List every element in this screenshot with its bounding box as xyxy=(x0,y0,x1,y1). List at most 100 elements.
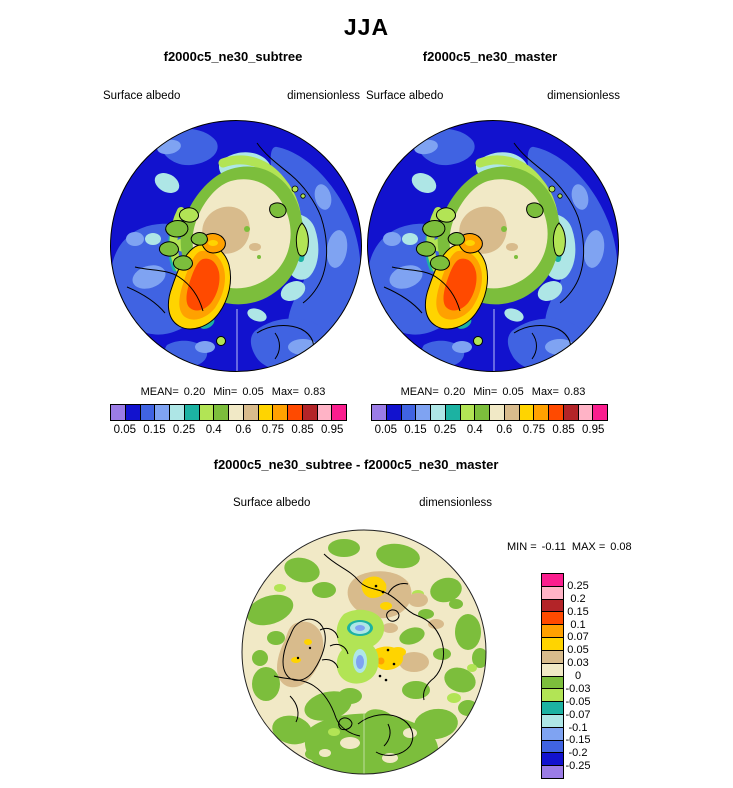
colorbar-cell xyxy=(317,405,333,420)
diff-colorbar-tick-label: -0.15 xyxy=(565,734,591,747)
colorbar-cell xyxy=(542,714,563,728)
subtree-colorbar xyxy=(110,404,347,421)
diff-colorbar-tick-label: -0.07 xyxy=(565,708,591,721)
colorbar-cell xyxy=(125,405,141,420)
colorbar-cell xyxy=(372,405,387,420)
colorbar-cell xyxy=(170,405,185,420)
subtree-colorbar-ticks: 0.05 0.15 0.25 0.4 0.6 0.75 0.85 0.95 xyxy=(110,424,347,438)
diff-colorbar-tick-label: -0.25 xyxy=(565,760,591,773)
colorbar-cell xyxy=(542,740,563,754)
difference-map xyxy=(241,529,487,775)
diff-colorbar-tick-label: 0.07 xyxy=(567,631,589,644)
colorbar-tick-label: 0.05 xyxy=(113,424,137,436)
page-title: JJA xyxy=(343,14,390,40)
colorbar-tick-label: 0.25 xyxy=(433,424,457,436)
colorbar-cell xyxy=(542,676,563,690)
colorbar-cell xyxy=(111,405,126,420)
units-label: dimensionless xyxy=(287,90,360,102)
min-value: -0.11 xyxy=(541,541,566,553)
variable-label: Surface albedo xyxy=(103,90,181,102)
colorbar-cell xyxy=(578,405,594,420)
colorbar-cell xyxy=(542,612,563,626)
mean-label: MEAN= xyxy=(400,386,439,398)
master-stats: MEAN= 0.20 Min= 0.05 Max= 0.83 xyxy=(366,386,620,398)
max-value: 0.83 xyxy=(304,386,326,398)
max-value: 0.08 xyxy=(610,541,632,553)
diff-colorbar-tick-label: -0.05 xyxy=(565,695,591,708)
diff-colorbar-tick-label: 0 xyxy=(574,670,582,682)
diff-colorbar-tick-label: 0.2 xyxy=(570,592,586,605)
max-value: 0.83 xyxy=(564,386,586,398)
subtree-albedo-map xyxy=(109,119,363,373)
colorbar-tick-label: 0.4 xyxy=(466,424,483,436)
master-colorbar xyxy=(371,404,608,421)
difference-panel-header: Surface albedo dimensionless xyxy=(233,497,492,509)
colorbar-cell xyxy=(542,599,563,613)
colorbar-cell xyxy=(184,405,200,420)
min-label: Min= xyxy=(473,386,498,398)
mean-label: MEAN= xyxy=(140,386,179,398)
units-label: dimensionless xyxy=(547,90,620,102)
diff-colorbar-tick-label: -0.1 xyxy=(568,721,588,734)
colorbar-cell xyxy=(593,405,607,420)
colorbar-cell xyxy=(490,405,505,420)
units-label: dimensionless xyxy=(419,497,492,509)
colorbar-tick-label: 0.75 xyxy=(261,424,285,436)
colorbar-cell xyxy=(302,405,318,420)
colorbar-tick-label: 0.25 xyxy=(172,424,196,436)
min-label: Min= xyxy=(213,386,238,398)
colorbar-cell xyxy=(542,625,563,639)
mean-value: 0.20 xyxy=(183,386,206,398)
panel-subtree-header: Surface albedo dimensionless xyxy=(103,90,360,102)
difference-minmax: MIN = -0.11 MAX = 0.08 xyxy=(507,541,638,553)
colorbar-cell xyxy=(445,405,461,420)
difference-colorbar-ticks: 0.25 0.2 0.15 0.1 0.07 0.05 0.03 0 -0.03 -0.05 -0.… xyxy=(560,573,596,779)
colorbar-cell xyxy=(460,405,476,420)
variable-label: Surface albedo xyxy=(366,90,444,102)
difference-colorbar xyxy=(541,573,564,779)
colorbar-cell xyxy=(542,574,563,587)
colorbar-cell xyxy=(155,405,170,420)
diff-colorbar-tick-label: 0.25 xyxy=(567,579,589,592)
colorbar-tick-label: 0.05 xyxy=(374,424,398,436)
colorbar-cell xyxy=(229,405,244,420)
diff-colorbar-tick-label: 0.15 xyxy=(567,605,589,618)
colorbar-tick-label: 0.95 xyxy=(320,424,344,436)
diff-colorbar-tick-label: -0.2 xyxy=(568,747,588,760)
colorbar-cell xyxy=(273,405,288,420)
colorbar-cell xyxy=(542,753,563,767)
diff-colorbar-tick-label: -0.03 xyxy=(565,682,591,695)
colorbar-cell xyxy=(542,663,563,677)
colorbar-cell xyxy=(214,405,229,420)
colorbar-cell xyxy=(431,405,446,420)
colorbar-cell xyxy=(386,405,402,420)
difference-panel-title: f2000c5_ne30_subtree - f2000c5_ne30_mast… xyxy=(213,457,499,472)
colorbar-cell xyxy=(534,405,549,420)
colorbar-cell xyxy=(199,405,215,420)
max-label: MAX = xyxy=(571,541,606,553)
max-label: Max= xyxy=(271,386,299,398)
panel-master-header: Surface albedo dimensionless xyxy=(366,90,620,102)
panel-master-title: f2000c5_ne30_master xyxy=(422,49,558,64)
master-albedo-map xyxy=(366,119,620,373)
colorbar-tick-label: 0.75 xyxy=(522,424,546,436)
colorbar-cell xyxy=(401,405,417,420)
colorbar-tick-label: 0.85 xyxy=(291,424,314,436)
colorbar-cell xyxy=(542,586,563,600)
master-colorbar-ticks: 0.05 0.15 0.25 0.4 0.6 0.75 0.85 0.95 xyxy=(371,424,608,438)
colorbar-cell xyxy=(475,405,490,420)
min-value: 0.05 xyxy=(242,386,264,398)
panel-subtree-title: f2000c5_ne30_subtree xyxy=(163,49,303,64)
colorbar-tick-label: 0.4 xyxy=(205,424,222,436)
colorbar-tick-label: 0.15 xyxy=(404,424,427,436)
colorbar-tick-label: 0.6 xyxy=(235,424,252,436)
colorbar-cell xyxy=(542,638,563,651)
subtree-stats: MEAN= 0.20 Min= 0.05 Max= 0.83 xyxy=(106,386,360,398)
colorbar-tick-label: 0.95 xyxy=(581,424,605,436)
colorbar-cell xyxy=(504,405,520,420)
colorbar-cell xyxy=(542,727,563,741)
colorbar-cell xyxy=(542,766,563,778)
colorbar-cell xyxy=(332,405,346,420)
colorbar-cell xyxy=(542,702,563,715)
colorbar-cell xyxy=(288,405,303,420)
